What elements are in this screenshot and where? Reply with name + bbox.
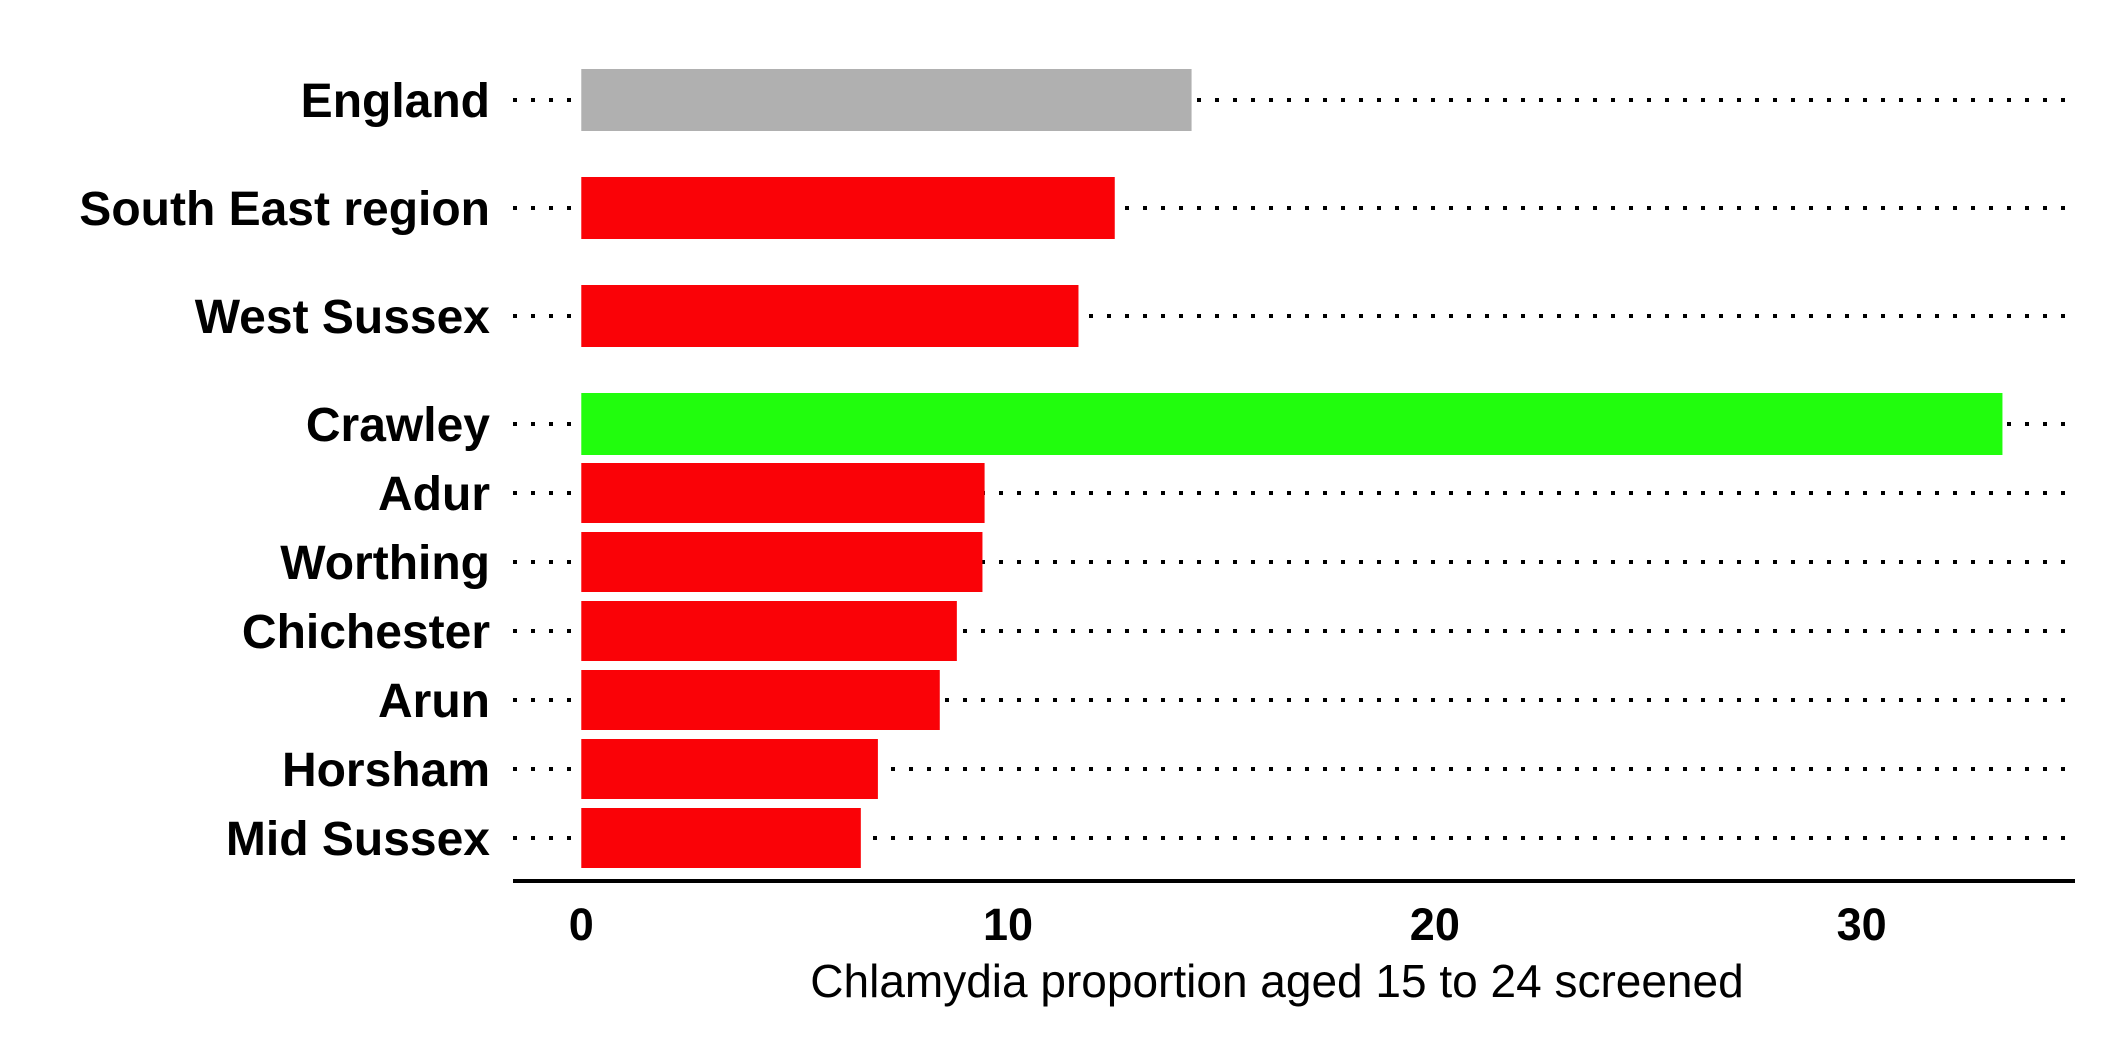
chart-row: Horsham [282, 739, 2075, 799]
category-label: England [301, 75, 490, 128]
chart-row: Arun [378, 670, 2075, 730]
category-label: West Sussex [195, 291, 491, 344]
category-label: Chichester [242, 606, 490, 659]
bar [581, 285, 1079, 347]
category-label: Worthing [280, 537, 490, 590]
category-label: Adur [378, 468, 490, 521]
x-axis-title: Chlamydia proportion aged 15 to 24 scree… [810, 955, 1743, 1007]
chart-row: England [301, 69, 2075, 131]
category-label: Horsham [282, 744, 490, 797]
bar [581, 532, 983, 592]
x-tick-label: 0 [569, 899, 594, 950]
chart-row: Mid Sussex [226, 808, 2075, 868]
x-tick-label: 10 [983, 899, 1033, 950]
bar [581, 601, 957, 661]
x-axis-ticks: 0 10 20 30 [569, 899, 1887, 950]
bar [581, 393, 2003, 455]
chart-rows: England South East region West Sussex Crawl… [79, 69, 2075, 868]
chart-row: Crawley [306, 393, 2075, 455]
bar [581, 69, 1192, 131]
category-label: Arun [378, 675, 490, 728]
chart-row: West Sussex [195, 285, 2075, 347]
bar [581, 808, 861, 868]
x-tick-label: 20 [1410, 899, 1460, 950]
x-tick-label: 30 [1837, 899, 1887, 950]
bar [581, 177, 1115, 239]
chart-row: Adur [378, 463, 2075, 523]
bar [581, 739, 878, 799]
chart-row: Chichester [242, 601, 2075, 661]
chart-row: Worthing [280, 532, 2075, 592]
bar [581, 670, 940, 730]
bar [581, 463, 985, 523]
category-label: Mid Sussex [226, 813, 490, 866]
category-label: Crawley [306, 399, 490, 452]
category-label: South East region [79, 183, 490, 236]
chart-row: South East region [79, 177, 2075, 239]
